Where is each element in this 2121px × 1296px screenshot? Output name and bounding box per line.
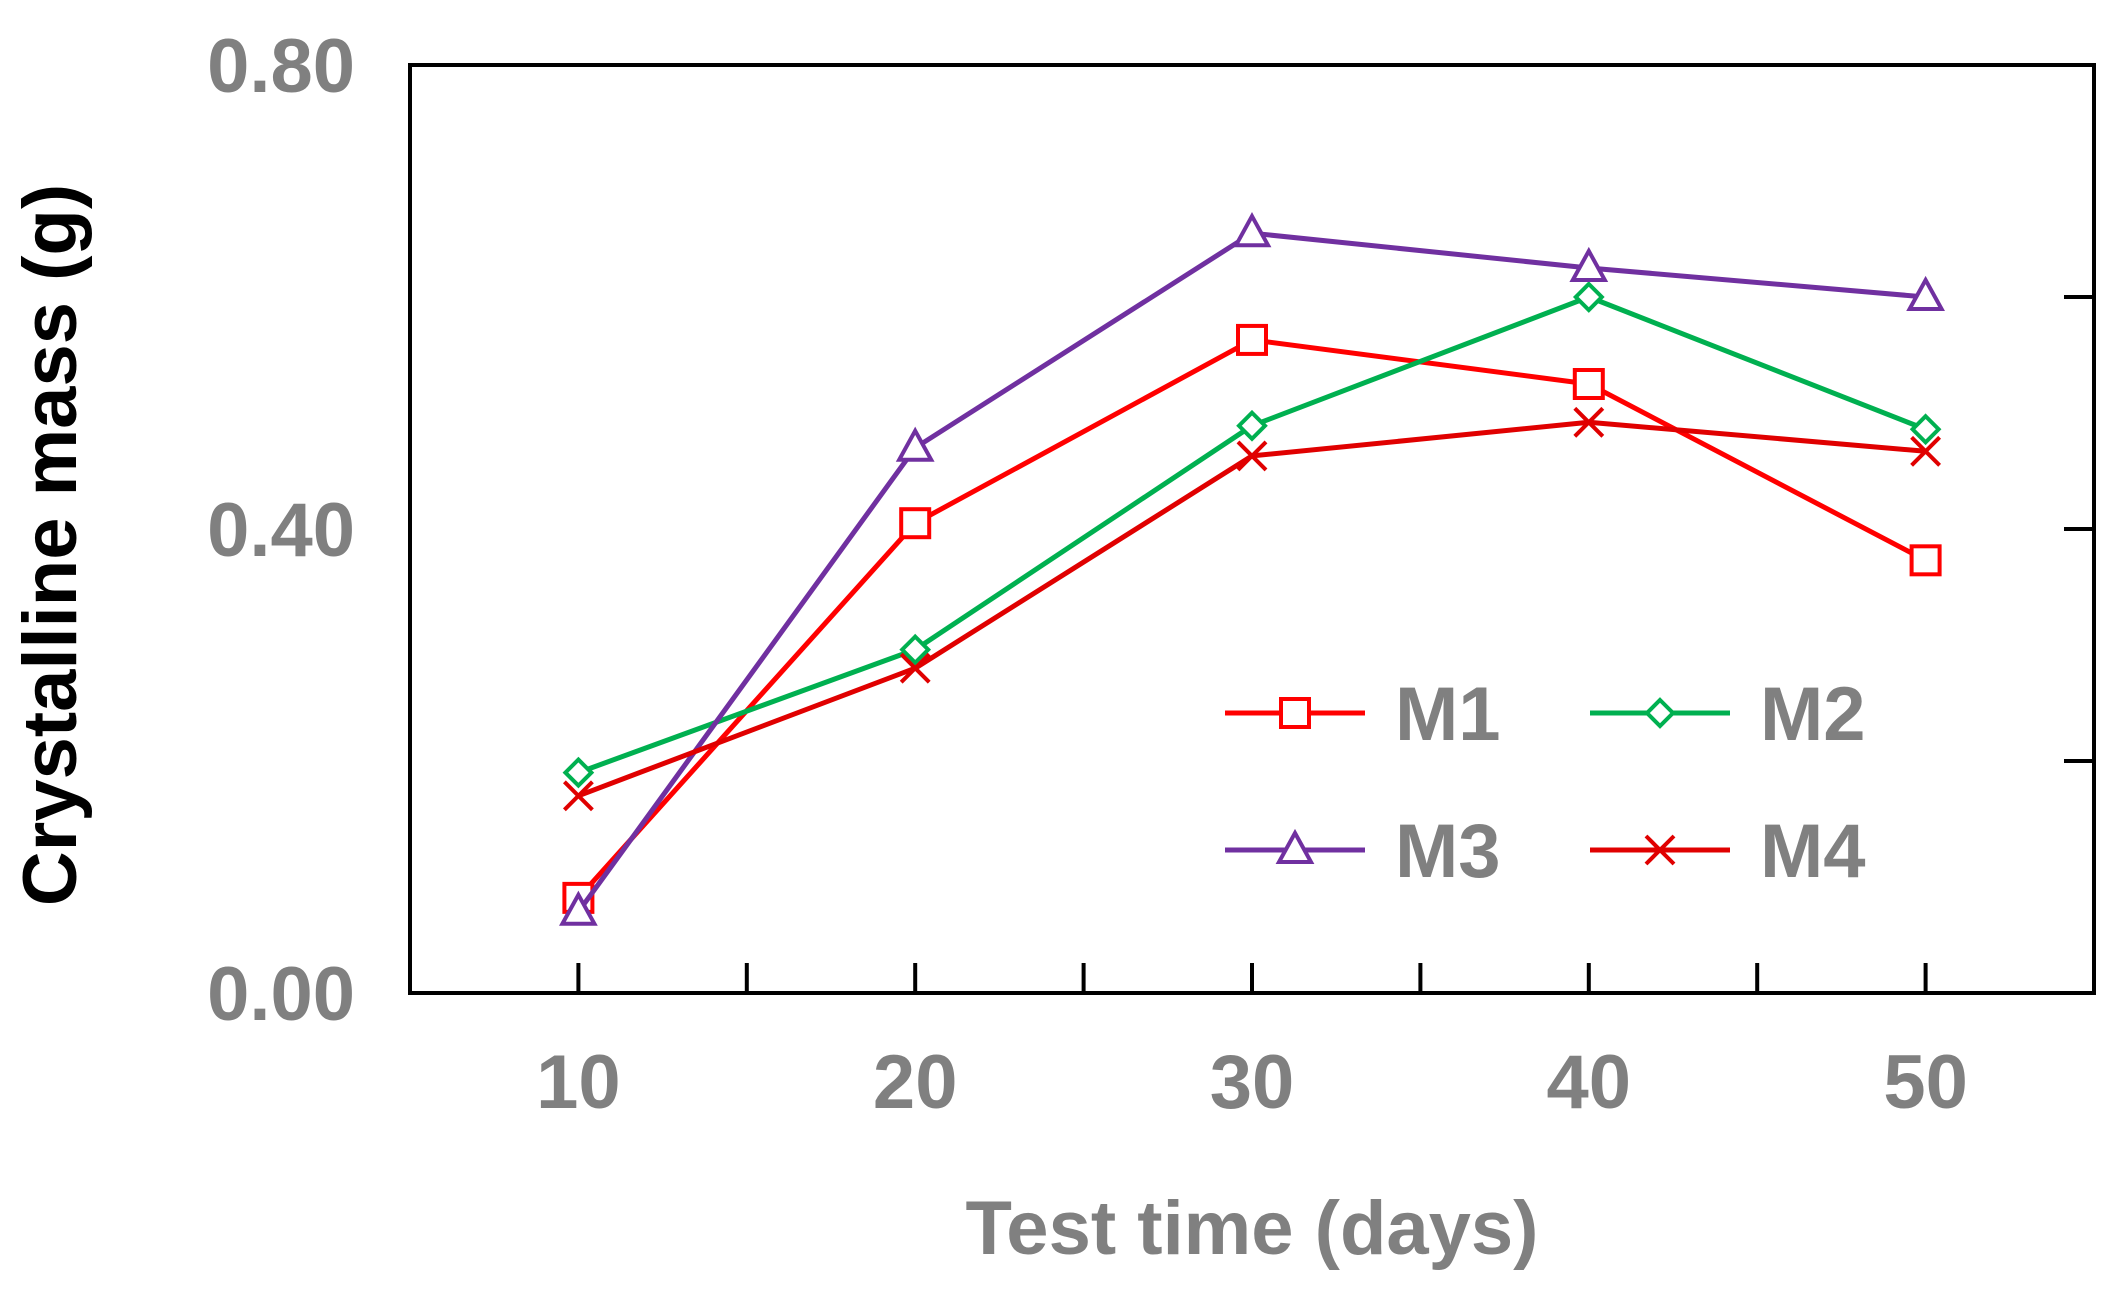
marker-x xyxy=(1910,435,1942,467)
y-tick-label: 0.40 xyxy=(207,488,355,573)
marker-square xyxy=(1909,544,1942,577)
marker-triangle xyxy=(895,426,935,462)
legend-label: M4 xyxy=(1760,809,1866,894)
marker-x xyxy=(899,652,931,684)
marker-triangle xyxy=(1906,275,1945,311)
series-layer xyxy=(559,212,1945,926)
y-tick-label: 0.00 xyxy=(207,952,355,1037)
marker-diamond xyxy=(1236,409,1268,442)
marker-triangle xyxy=(1569,246,1609,282)
axis-ticks xyxy=(576,63,2094,995)
x-tick-label: 30 xyxy=(1210,1040,1295,1125)
legend-label: M3 xyxy=(1395,809,1501,894)
x-tick-label: 50 xyxy=(1883,1040,1968,1125)
series-line xyxy=(577,419,1926,799)
legend-item-m4: M4 xyxy=(1590,809,1866,894)
x-tick-label: 20 xyxy=(873,1040,958,1125)
marker-square xyxy=(899,507,932,540)
marker-x xyxy=(1644,834,1676,866)
legend: M1 M2 M3 M4 xyxy=(1225,672,1866,894)
x-tick-label: 10 xyxy=(536,1040,621,1125)
legend-item-m1: M1 xyxy=(1225,672,1501,757)
marker-triangle xyxy=(559,890,598,926)
y-tick-labels: 0.00 0.40 0.80 xyxy=(207,24,355,1037)
x-tick-label: 40 xyxy=(1547,1040,1632,1125)
marker-triangle xyxy=(1232,212,1272,248)
marker-diamond xyxy=(1644,697,1676,729)
series-line xyxy=(577,294,1927,775)
series-m1 xyxy=(562,323,1942,914)
marker-diamond xyxy=(899,633,932,666)
y-tick-label: 0.80 xyxy=(207,24,355,109)
x-axis-title: Test time (days) xyxy=(966,1186,1539,1271)
marker-x xyxy=(1573,406,1605,438)
marker-x xyxy=(562,780,594,812)
marker-triangle xyxy=(1275,828,1315,864)
series-m2 xyxy=(562,281,1942,789)
legend-label: M1 xyxy=(1395,672,1501,757)
legend-item-m2: M2 xyxy=(1590,672,1866,757)
x-tick-labels: 10 20 30 40 50 xyxy=(536,1040,1968,1125)
marker-square xyxy=(1236,323,1268,356)
series-m3 xyxy=(559,212,1945,926)
marker-diamond xyxy=(1572,281,1605,313)
legend-label: M2 xyxy=(1760,672,1866,757)
y-axis-title: Crystalline mass (g) xyxy=(8,184,93,906)
marker-diamond xyxy=(1909,413,1942,446)
marker-diamond xyxy=(562,756,595,789)
marker-square xyxy=(1279,697,1311,729)
legend-item-m3: M3 xyxy=(1225,809,1501,894)
marker-x xyxy=(1236,440,1268,472)
marker-square xyxy=(1572,368,1605,400)
series-m4 xyxy=(562,406,1942,812)
